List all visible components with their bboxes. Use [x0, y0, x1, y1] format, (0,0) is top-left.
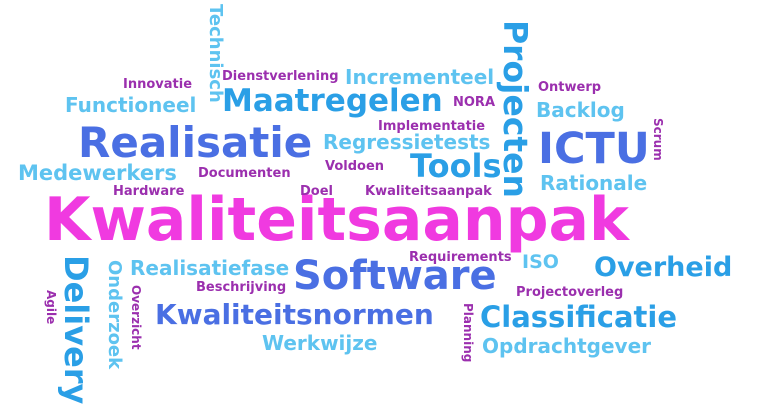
word-doel: Doel	[300, 184, 333, 199]
word-ontwerp: Ontwerp	[538, 80, 602, 95]
word-hardware: Hardware	[113, 184, 185, 199]
word-realisatie: Realisatie	[78, 118, 313, 167]
word-scrum: Scrum	[651, 118, 665, 161]
word-kwaliteitsaanpak-small: Kwaliteitsaanpak	[365, 184, 492, 199]
word-beschrijving: Beschrijving	[196, 280, 287, 295]
word-nora: NORA	[453, 95, 496, 110]
word-classificatie: Classificatie	[480, 300, 677, 334]
word-technisch: Technisch	[205, 4, 226, 103]
word-voldoen: Voldoen	[325, 159, 385, 174]
word-ictu: ICTU	[538, 124, 650, 174]
word-projecten: Projecten	[496, 20, 535, 199]
word-software: Software	[293, 253, 497, 299]
word-agile: Agile	[44, 290, 58, 325]
word-delivery: Delivery	[57, 255, 95, 405]
word-implementatie: Implementatie	[378, 119, 486, 134]
word-overheid: Overheid	[594, 252, 733, 283]
word-rationale: Rationale	[540, 171, 648, 195]
word-realisatiefase: Realisatiefase	[130, 256, 290, 280]
word-documenten: Documenten	[198, 166, 291, 181]
word-regressietests: Regressietests	[323, 130, 491, 154]
word-kwaliteitsnormen: Kwaliteitsnormen	[155, 298, 434, 331]
word-medewerkers: Medewerkers	[18, 161, 177, 185]
word-projectoverleg: Projectoverleg	[516, 285, 624, 300]
word-iso: ISO	[522, 251, 559, 273]
word-requirements: Requirements	[409, 250, 512, 265]
word-overzicht: Overzicht	[129, 285, 143, 350]
word-functioneel: Functioneel	[65, 93, 197, 117]
word-innovatie: Innovatie	[123, 77, 193, 92]
word-tools: Tools	[410, 147, 502, 185]
word-incrementeel: Incrementeel	[345, 65, 495, 89]
word-onderzoek: Onderzoek	[104, 260, 125, 370]
word-werkwijze: Werkwijze	[262, 331, 378, 355]
word-backlog: Backlog	[536, 98, 625, 122]
word-opdrachtgever: Opdrachtgever	[482, 334, 651, 358]
word-dienstverlening: Dienstverlening	[222, 69, 339, 84]
word-planning: Planning	[461, 303, 475, 363]
word-maatregelen: Maatregelen	[222, 83, 443, 119]
word-kwaliteitsaanpak: Kwaliteitsaanpak	[44, 185, 629, 255]
